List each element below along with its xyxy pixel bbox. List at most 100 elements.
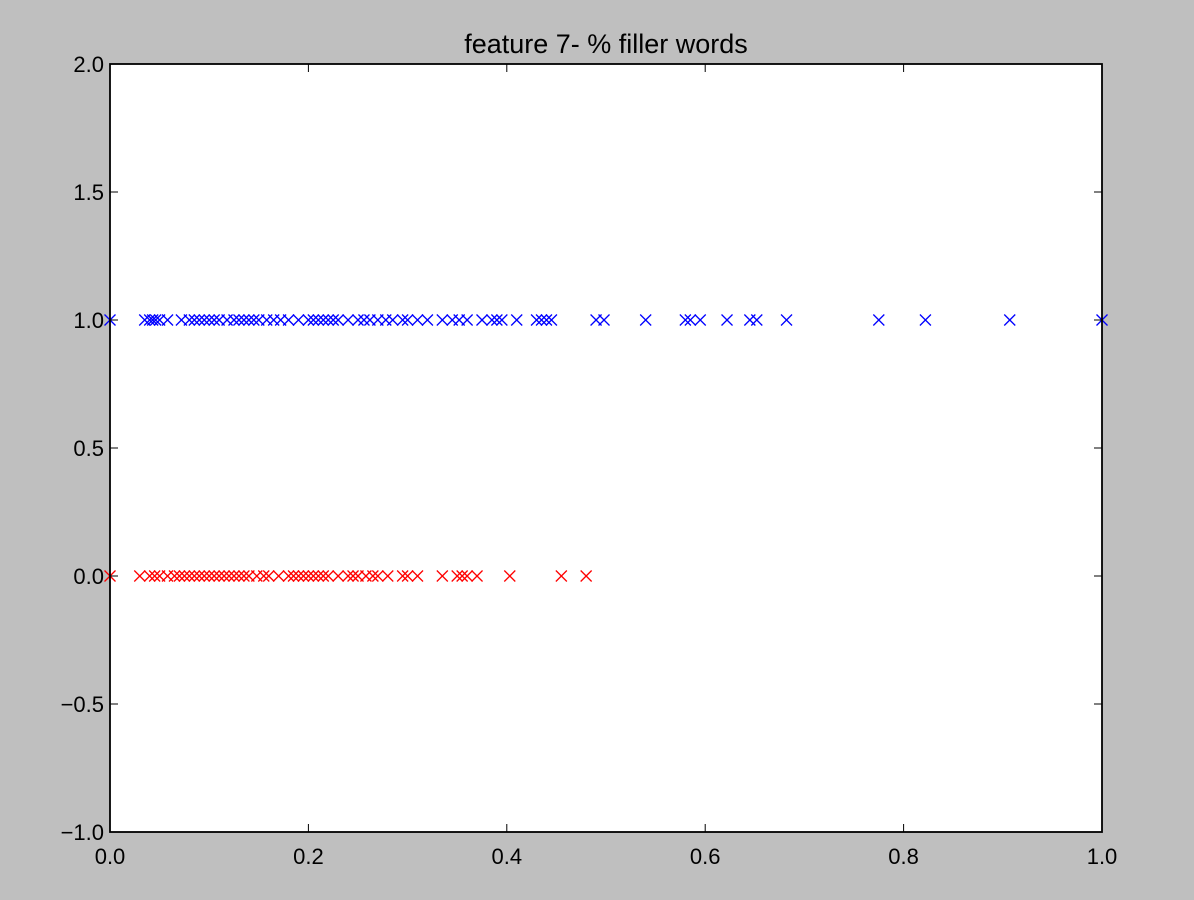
data-point-s1-25 — [272, 570, 285, 582]
data-point-s1-46 — [436, 570, 449, 582]
data-point-s0-64 — [721, 314, 733, 326]
data-point-s0-66 — [750, 314, 763, 326]
data-point-s0-42 — [401, 314, 414, 326]
data-point-s1-23 — [257, 570, 270, 582]
data-point-s0-10 — [193, 314, 206, 326]
data-point-s0-40 — [386, 314, 399, 326]
data-point-s1-6 — [168, 570, 181, 582]
data-point-s1-28 — [292, 570, 305, 582]
data-point-s0-67 — [780, 314, 793, 326]
data-point-s1-10 — [188, 570, 201, 582]
data-point-s0-43 — [411, 314, 424, 326]
data-point-s0-70 — [1003, 314, 1016, 326]
data-point-s1-14 — [208, 570, 221, 582]
data-point-s1-18 — [228, 570, 240, 582]
data-point-s0-16 — [228, 314, 240, 326]
data-point-s0-55 — [535, 314, 548, 326]
y-tick-label: 2.0 — [73, 52, 104, 77]
data-point-s0-44 — [421, 314, 434, 326]
data-point-s0-9 — [188, 314, 201, 326]
data-point-s1-52 — [555, 570, 568, 582]
data-point-s1-44 — [401, 570, 414, 582]
data-point-s0-27 — [302, 314, 315, 326]
data-point-s0-35 — [352, 314, 364, 326]
y-tick-label: 1.5 — [73, 180, 104, 205]
data-point-s0-30 — [317, 314, 330, 326]
data-point-s0-33 — [332, 314, 345, 326]
data-point-s1-35 — [332, 570, 345, 582]
data-point-s0-45 — [436, 314, 449, 326]
data-point-s1-43 — [396, 570, 409, 582]
data-point-s0-2 — [143, 314, 156, 326]
data-point-s1-50 — [471, 570, 483, 582]
data-point-s0-51 — [490, 314, 503, 326]
data-point-s0-4 — [149, 314, 162, 326]
y-tick-label: −0.5 — [61, 692, 104, 717]
data-point-s1-36 — [342, 570, 355, 582]
y-tick-label: 0.5 — [73, 436, 104, 461]
data-point-s1-30 — [302, 570, 315, 582]
data-point-s0-69 — [919, 314, 932, 326]
data-point-s0-60 — [639, 314, 652, 326]
data-point-s0-53 — [510, 314, 523, 326]
data-point-s1-19 — [233, 570, 245, 582]
data-point-s1-48 — [456, 570, 469, 582]
data-markers — [104, 314, 1108, 582]
data-point-s1-45 — [411, 570, 424, 582]
data-point-s1-42 — [381, 570, 394, 582]
x-tick-label: 0.2 — [293, 844, 324, 869]
data-point-s0-31 — [322, 314, 335, 326]
data-point-s1-47 — [451, 570, 464, 582]
data-point-s1-15 — [213, 570, 226, 582]
data-point-s0-6 — [161, 314, 174, 326]
x-tick-label: 0.8 — [888, 844, 919, 869]
data-point-s0-17 — [233, 314, 245, 326]
data-point-s1-9 — [183, 570, 196, 582]
data-point-s0-56 — [540, 314, 553, 326]
data-point-s0-28 — [307, 314, 320, 326]
data-point-s1-29 — [297, 570, 310, 582]
data-point-s1-24 — [262, 570, 275, 582]
data-point-s1-49 — [461, 570, 474, 582]
data-point-s0-54 — [530, 314, 543, 326]
data-point-s0-52 — [495, 314, 508, 326]
data-point-s0-48 — [461, 314, 474, 326]
data-point-s1-34 — [322, 570, 335, 582]
data-point-s1-7 — [173, 570, 186, 582]
data-point-s0-18 — [237, 314, 250, 326]
data-point-s0-50 — [485, 314, 498, 326]
data-point-s1-17 — [223, 570, 235, 582]
data-point-s1-53 — [580, 570, 593, 582]
data-point-s1-11 — [193, 570, 206, 582]
data-point-s1-37 — [347, 570, 359, 582]
data-point-s0-32 — [327, 314, 340, 326]
x-tick-label: 1.0 — [1087, 844, 1118, 869]
data-point-s0-57 — [545, 314, 558, 326]
data-point-s0-13 — [208, 314, 221, 326]
data-point-s1-20 — [237, 570, 250, 582]
data-point-s1-2 — [143, 570, 156, 582]
data-point-s1-13 — [203, 570, 216, 582]
data-point-s0-61 — [679, 314, 692, 326]
y-tick-label: −1.0 — [61, 820, 104, 845]
data-point-s0-26 — [292, 314, 305, 326]
data-point-s1-26 — [282, 570, 295, 582]
y-tick-label: 0.0 — [73, 564, 104, 589]
y-tick-label: 1.0 — [73, 308, 104, 333]
y-tick-labels: −1.0 −0.5 0.0 0.5 1.0 1.5 2.0 — [61, 52, 104, 845]
chart-title: feature 7- % filler words — [464, 29, 748, 59]
data-point-s1-1 — [133, 570, 146, 582]
data-point-s0-25 — [282, 314, 295, 326]
plot-area — [110, 64, 1102, 832]
plot-frame — [109, 63, 1103, 833]
x-tick-label: 0.6 — [690, 844, 721, 869]
data-point-s1-40 — [366, 570, 379, 582]
data-point-s0-63 — [694, 314, 707, 326]
data-point-s0-49 — [476, 314, 488, 326]
x-tick-label: 0.0 — [95, 844, 126, 869]
x-tick-label: 0.4 — [492, 844, 523, 869]
data-point-s1-12 — [198, 570, 211, 582]
data-point-s0-68 — [872, 314, 885, 326]
data-point-s0-62 — [684, 314, 697, 326]
